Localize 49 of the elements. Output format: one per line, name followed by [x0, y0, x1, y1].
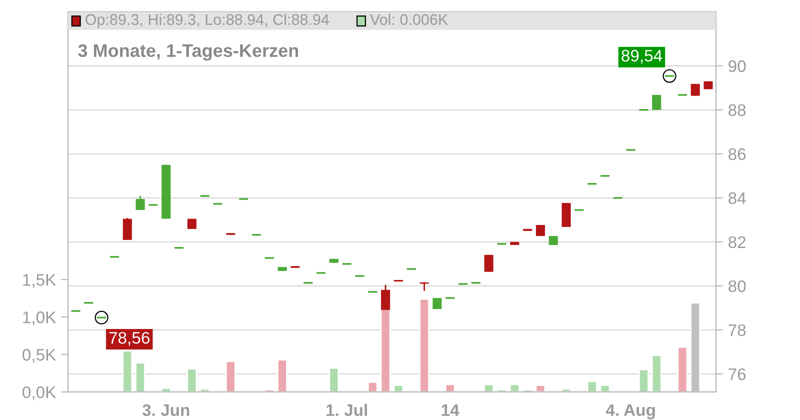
bar: [186, 368, 198, 392]
candlestick: [484, 254, 494, 273]
y2-tick-label: 0,5K: [22, 348, 56, 363]
bar: [444, 384, 456, 392]
annotation: 78,56: [109, 332, 150, 346]
candlestick: [381, 284, 390, 311]
bar: [600, 384, 610, 392]
bar: [677, 346, 688, 392]
annotation: 89,54: [622, 50, 662, 64]
y-tick-label: 86: [728, 148, 746, 160]
bar: [509, 384, 520, 392]
bar: [367, 382, 378, 392]
y-tick-label: 88: [728, 104, 746, 116]
bar: [135, 362, 146, 392]
x-tick-label: 14: [442, 404, 460, 416]
x-tick-label: 4. Aug: [606, 404, 655, 420]
y-tick-label: 78: [728, 324, 746, 336]
bar: [419, 298, 430, 392]
bar: [535, 384, 546, 392]
y-tick-label: 82: [728, 236, 746, 248]
y-tick-label: 80: [728, 280, 746, 292]
y-tick-label: 76: [728, 368, 746, 380]
bar: [277, 359, 288, 392]
annotation: Vol: 0.006K: [370, 14, 448, 25]
bar: [122, 350, 133, 392]
bar: [651, 354, 662, 392]
bar: [328, 367, 340, 392]
bar: [484, 384, 494, 392]
bar: [638, 368, 649, 392]
x-tick-label: 3. Jun: [142, 404, 190, 416]
candlestick: [122, 217, 132, 241]
bar: [225, 360, 236, 392]
bar: [160, 388, 172, 392]
bar: [586, 380, 598, 392]
candlestick: [652, 94, 662, 111]
candlestick: [562, 202, 571, 228]
bar: [496, 389, 507, 392]
text: 3 Monate, 1-Tages-Kerzen: [78, 44, 298, 61]
candlestick: [136, 195, 145, 211]
y-tick-label: 84: [728, 192, 746, 204]
bar: [393, 384, 404, 392]
bar: [522, 389, 533, 392]
y-tick-label: 90: [728, 60, 746, 72]
y2-tick-label: 1,0K: [23, 311, 56, 326]
annotation: Op:89.3, Hi:89.3, Lo:88.94, Cl:88.94: [86, 14, 330, 28]
y2-tick-label: 0,0K: [22, 386, 56, 400]
y2-tick-label: 1,5K: [23, 274, 56, 288]
x-tick-label: 1. Jul: [326, 404, 367, 416]
bar: [264, 389, 275, 392]
